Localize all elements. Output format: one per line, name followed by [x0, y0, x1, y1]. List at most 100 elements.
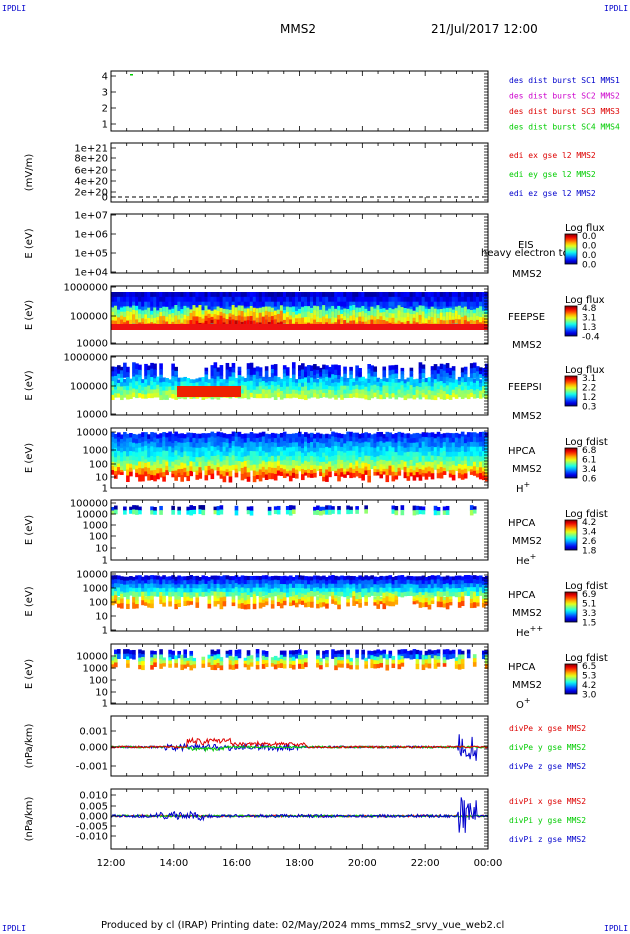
- legend-entry-p10: divPe z gse MMS2: [509, 762, 586, 771]
- colorbar-value-p8: 1.5: [582, 619, 596, 629]
- colorbar-value-p5: 0.3: [582, 403, 596, 413]
- legend-entry-p10: divPe x gse MMS2: [509, 724, 586, 733]
- instrument-label-p6: HPCA: [508, 446, 536, 457]
- legend-entry-p1: des dist burst SC1 MMS1: [509, 76, 620, 85]
- y-axis-label-p7: E (eV): [24, 515, 35, 545]
- y-tick-label-p5: 10000: [76, 410, 108, 421]
- colorbar-value-p3: 0.0: [582, 261, 597, 271]
- colorbar-p6: [564, 447, 578, 479]
- colorbar-title-p6: Log fdist: [565, 437, 608, 448]
- colorbar-p7: [564, 519, 578, 551]
- colorbar-value-p5: 2.2: [582, 384, 596, 394]
- colorbar-title-p5: Log flux: [565, 365, 605, 376]
- legend-entry-p2: edi ey gse l2 MMS2: [509, 170, 596, 179]
- spectrogram-feepsi: [111, 362, 489, 401]
- y-tick-label-p2: 4e+20: [74, 177, 108, 188]
- y-axis-label-p6: E (eV): [24, 443, 35, 473]
- y-tick-label-p9: 10000: [76, 652, 108, 663]
- panel-frame-p3: [110, 213, 489, 274]
- legend-entry-p1: des dist burst SC3 MMS3: [509, 107, 620, 116]
- time-axis-label: 12:00: [97, 858, 126, 869]
- corner-label-top-right: IPDLI: [604, 4, 629, 13]
- y-tick-label-p4: 100000: [70, 312, 108, 323]
- corner-label-top-left: IPDLI: [2, 4, 27, 13]
- y-tick-label-p11: -0.010: [76, 832, 108, 843]
- y-tick-label-p1: 2: [102, 104, 108, 115]
- p1-green-mark: [130, 74, 133, 76]
- y-tick-label-p6: 1000: [83, 446, 108, 457]
- y-tick-label-p11: 0.005: [79, 802, 108, 813]
- colorbar-value-p9: 3.0: [582, 691, 597, 701]
- y-axis-label-p3: E (eV): [24, 228, 35, 258]
- feepsi-hot-region: [177, 386, 241, 397]
- time-axis-label: 14:00: [159, 858, 188, 869]
- footer-credit: Produced by cl (IRAP) Printing date: 02/…: [101, 920, 505, 931]
- y-axis-label-p5: E (eV): [24, 370, 35, 400]
- colorbar-p5: [564, 375, 578, 407]
- legend-entry-p10: divPe y gse MMS2: [509, 743, 586, 752]
- spacecraft-label-p7: MMS2: [512, 536, 542, 547]
- colorbar-value-p4: 3.1: [582, 314, 596, 324]
- y-tick-label-p7: 100000: [70, 499, 108, 510]
- y-tick-label-p8: 10: [95, 612, 108, 623]
- colorbar-p9: [564, 663, 578, 695]
- colorbar-p3: [564, 233, 578, 265]
- legend-entry-p11: divPi y gse MMS2: [509, 816, 586, 825]
- feepse-red-band: [111, 324, 488, 330]
- colorbar-value-p3: 0.0: [582, 251, 597, 261]
- y-axis-label-p2: (mV/m): [24, 154, 35, 192]
- panel-frame-p2: [110, 142, 489, 203]
- y-tick-label-p9: 1: [102, 699, 108, 710]
- datetime-title: 21/Jul/2017 12:00: [431, 22, 538, 36]
- y-tick-label-p1: 1: [102, 120, 108, 131]
- spacecraft-label-p4: MMS2: [512, 340, 542, 351]
- y-tick-label-p10: 0.001: [79, 727, 108, 738]
- colorbar-value-p6: 6.8: [582, 446, 597, 456]
- legend-entry-p1: des dist burst SC4 MMS4: [509, 123, 620, 132]
- colorbar-value-p9: 6.5: [582, 662, 596, 672]
- colorbar-value-p7: 2.6: [582, 537, 597, 547]
- y-tick-label-p6: 10000: [76, 428, 108, 439]
- colorbar-value-p7: 4.2: [582, 518, 596, 528]
- y-tick-label-p9: 100: [89, 676, 108, 687]
- colorbar-value-p5: 3.1: [582, 374, 596, 384]
- y-axis-label-p8: E (eV): [24, 586, 35, 616]
- corner-label-bottom-right: IPDLI: [604, 924, 629, 933]
- y-tick-label-p7: 1000: [83, 521, 108, 532]
- panel-frame-p1: [110, 70, 489, 132]
- colorbar-value-p7: 1.8: [582, 547, 597, 557]
- y-axis-label-p9: E (eV): [24, 659, 35, 689]
- y-tick-label-p4: 10000: [76, 339, 108, 350]
- y-tick-label-p3: 1e+05: [74, 249, 108, 260]
- legend-entry-p1: des dist burst SC2 MMS2: [509, 92, 620, 101]
- y-tick-label-p3: 1e+07: [74, 211, 108, 222]
- colorbar-value-p5: 1.2: [582, 393, 596, 403]
- legend-entry-p11: divPi x gse MMS2: [509, 797, 586, 806]
- y-tick-label-p8: 1000: [83, 584, 108, 595]
- divPe-x-trace: [110, 736, 489, 749]
- colorbar-value-p4: 4.8: [582, 304, 597, 314]
- y-tick-label-p5: 1000000: [63, 353, 108, 364]
- instrument-label-p4: FEEPSE: [508, 312, 545, 323]
- spacecraft-title: MMS2: [280, 22, 316, 36]
- species-label-p9: O+: [516, 696, 531, 711]
- y-tick-label-p1: 3: [102, 88, 108, 99]
- y-tick-label-p7: 10: [95, 544, 108, 555]
- legend-entry-p2: edi ez gse l2 MMS2: [509, 189, 596, 198]
- y-tick-label-p8: 10000: [76, 570, 108, 581]
- colorbar-value-p6: 6.1: [582, 456, 596, 466]
- colorbar-value-p8: 6.9: [582, 590, 597, 600]
- colorbar-title-p8: Log fdist: [565, 581, 608, 592]
- colorbar-p4: [564, 305, 578, 337]
- time-axis-label: 16:00: [222, 858, 251, 869]
- time-axis-label: 00:00: [474, 858, 503, 869]
- y-axis-label-p10: (nPa/km): [24, 724, 35, 769]
- instrument-label-p7: HPCA: [508, 518, 536, 529]
- y-tick-label-p2: 8e+20: [74, 154, 108, 165]
- y-tick-label-p8: 100: [89, 598, 108, 609]
- species-label-p8: He++: [516, 624, 543, 639]
- species-label-p7: He+: [516, 552, 536, 567]
- colorbar-value-p3: 0.0: [582, 242, 597, 252]
- divPi-z-trace: [110, 797, 489, 833]
